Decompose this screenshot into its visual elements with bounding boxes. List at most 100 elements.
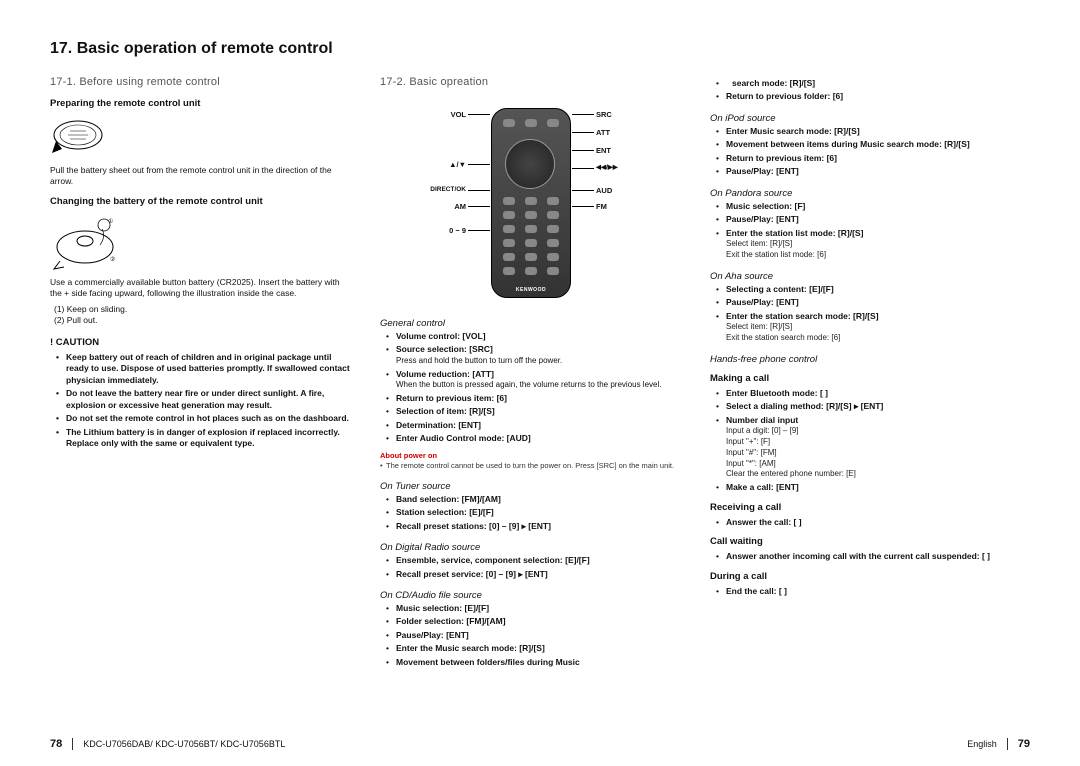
col-2: 17-2. Basic opreation KENWOOD VOL ▲/▼ DI… — [380, 76, 682, 670]
footer-divider-right — [1007, 738, 1008, 750]
section-17-1: 17-1. Before using remote control — [50, 76, 352, 88]
cd-1: Folder selection: [FM]/[AM] — [396, 616, 506, 626]
cd-3: Enter the Music search mode: [R]/[S] — [396, 643, 545, 653]
gen-0: Volume control: [VOL] — [396, 331, 486, 341]
footer-models: KDC-U7056DAB/ KDC-U7056BT/ KDC-U7056BTL — [83, 739, 285, 749]
gen-1s: Press and hold the button to turn off th… — [396, 356, 682, 367]
lbl-ent: ENT — [596, 146, 636, 155]
prep-illustration — [50, 113, 114, 161]
digital-title: On Digital Radio source — [380, 542, 682, 553]
lbl-09: 0 − 9 — [426, 226, 466, 235]
mk-2-3: Input "*": [AM] — [726, 459, 1012, 470]
pd-0: Music selection: [F] — [726, 201, 805, 211]
general-title: General control — [380, 318, 682, 329]
dr-0: End the call: [ ] — [726, 586, 787, 596]
during-title: During a call — [710, 571, 1012, 582]
pd-2: Enter the station list mode: [R]/[S] — [726, 228, 863, 238]
section-17-2: 17-2. Basic opreation — [380, 76, 682, 88]
dig-0: Ensemble, service, component selection: … — [396, 555, 590, 565]
remote-diagram: KENWOOD VOL ▲/▼ DIRECT/OK AM 0 − 9 SRC A… — [426, 98, 636, 308]
right-pagenum: 79 — [1018, 738, 1030, 750]
about-power-title: About power on — [380, 451, 682, 460]
mk-1: Select a dialing method: [R]/[S] ▸ [ENT] — [726, 401, 883, 411]
cd-list: Music selection: [E]/[F] Folder selectio… — [380, 603, 682, 668]
caution-title: ! CAUTION — [50, 337, 352, 348]
remote-body: KENWOOD — [491, 108, 571, 298]
lbl-att: ATT — [596, 128, 636, 137]
ipod-title: On iPod source — [710, 113, 1012, 124]
lbl-seek: ◀◀/▶▶ — [596, 164, 636, 172]
lbl-vol: VOL — [426, 110, 466, 119]
hf-title: Hands-free phone control — [710, 354, 1012, 365]
svg-text:①: ① — [108, 218, 113, 225]
dig-1: Recall preset service: [0] – [9] ▸ [ENT] — [396, 569, 548, 579]
dpad-icon — [505, 139, 555, 189]
prep-text: Pull the battery sheet out from the remo… — [50, 165, 352, 188]
cd-4: Movement between folders/files during Mu… — [396, 657, 580, 667]
cd-2: Pause/Play: [ENT] — [396, 630, 469, 640]
lbl-fm: FM — [596, 202, 636, 211]
caution-3: Do not set the remote control in hot pla… — [60, 413, 352, 424]
ah-1: Pause/Play: [ENT] — [726, 297, 799, 307]
tc-1: Return to previous folder: [6] — [726, 91, 843, 101]
making-list: Enter Bluetooth mode: [ ] Select a diali… — [710, 388, 1012, 494]
recv-title: Receiving a call — [710, 502, 1012, 513]
making-title: Making a call — [710, 373, 1012, 384]
page-title: 17. Basic operation of remote control — [50, 40, 1030, 58]
aha-list: Selecting a content: [E]/[F] Pause/Play:… — [710, 284, 1012, 344]
ip-0: Enter Music search mode: [R]/[S] — [726, 126, 860, 136]
mk-2-4: Clear the entered phone number: [E] — [726, 469, 1012, 480]
step-2: (2) Pull out. — [50, 315, 352, 326]
gen-6: Enter Audio Control mode: [AUD] — [396, 433, 531, 443]
wait-list: Answer another incoming call with the cu… — [710, 551, 1012, 562]
prep-heading: Preparing the remote control unit — [50, 98, 352, 109]
gen-2: Volume reduction: [ATT] — [396, 369, 494, 379]
ip-3: Pause/Play: [ENT] — [726, 166, 799, 176]
ip-1: Movement between items during Music sear… — [726, 139, 970, 149]
mk-2-2: Input "#": [FM] — [726, 448, 1012, 459]
col-1: 17-1. Before using remote control Prepar… — [50, 76, 352, 670]
lbl-aud: AUD — [596, 186, 636, 195]
mk-2-1: Input "+": [F] — [726, 437, 1012, 448]
gen-5: Determination: [ENT] — [396, 420, 481, 430]
ah-2s2: Exit the station search mode: [6] — [726, 333, 1012, 344]
aha-title: On Aha source — [710, 271, 1012, 282]
caution-4: The Lithium battery is in danger of expl… — [60, 427, 352, 450]
columns: 17-1. Before using remote control Prepar… — [50, 76, 1030, 670]
lbl-updown: ▲/▼ — [426, 160, 466, 169]
ah-2: Enter the station search mode: [R]/[S] — [726, 311, 879, 321]
wait-title: Call waiting — [710, 536, 1012, 547]
rv-0: Answer the call: [ ] — [726, 517, 802, 527]
ah-2s1: Select item: [R]/[S] — [726, 322, 1012, 333]
batt-text: Use a commercially available button batt… — [50, 277, 352, 300]
batt-heading: Changing the battery of the remote contr… — [50, 196, 352, 207]
mk-0: Enter Bluetooth mode: [ ] — [726, 388, 828, 398]
left-pagenum: 78 — [50, 738, 62, 750]
mk-3: Make a call: [ENT] — [726, 482, 799, 492]
wt-0: Answer another incoming call with the cu… — [726, 551, 990, 561]
tuner-title: On Tuner source — [380, 481, 682, 492]
caution-1: Keep battery out of reach of children an… — [60, 352, 352, 386]
recv-list: Answer the call: [ ] — [710, 517, 1012, 528]
mk-2: Number dial input — [726, 415, 798, 425]
pd-1: Pause/Play: [ENT] — [726, 214, 799, 224]
top-cont-list: search mode: [R]/[S] Return to previous … — [710, 78, 1012, 103]
batt-illustration: ① ② — [50, 211, 120, 273]
footer: 78 KDC-U7056DAB/ KDC-U7056BT/ KDC-U7056B… — [50, 738, 1030, 750]
remote-brand: KENWOOD — [492, 287, 570, 293]
digital-list: Ensemble, service, component selection: … — [380, 555, 682, 580]
gen-4: Selection of item: [R]/[S] — [396, 406, 495, 416]
ah-0: Selecting a content: [E]/[F] — [726, 284, 834, 294]
gen-3: Return to previous item: [6] — [396, 393, 507, 403]
step-1: (1) Keep on sliding. — [50, 304, 352, 315]
lbl-src: SRC — [596, 110, 636, 119]
caution-2: Do not leave the battery near fire or un… — [60, 388, 352, 411]
footer-lang: English — [967, 739, 997, 749]
caution-list: Keep battery out of reach of children an… — [50, 352, 352, 450]
pd-2s2: Exit the station list mode: [6] — [726, 250, 1012, 261]
tun-0: Band selection: [FM]/[AM] — [396, 494, 501, 504]
tuner-list: Band selection: [FM]/[AM] Station select… — [380, 494, 682, 532]
about-power-body: The remote control cannot be used to tur… — [380, 461, 682, 471]
during-list: End the call: [ ] — [710, 586, 1012, 597]
lbl-am: AM — [426, 202, 466, 211]
